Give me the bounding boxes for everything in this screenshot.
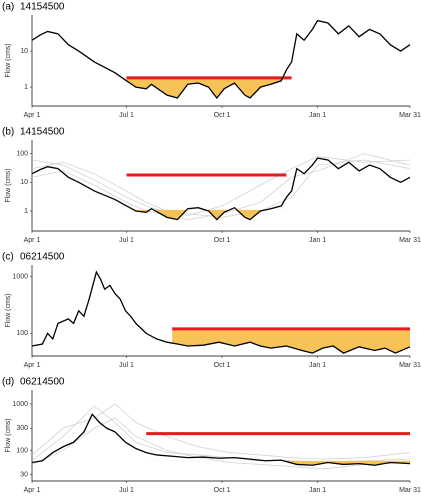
- flow-line: [31, 19, 411, 100]
- panel: (a) 14154500 Flow (cms) 1 10 Apr 1 Jul 1 Oct 1 J…: [2, 2, 421, 119]
- flow-line: [31, 157, 411, 221]
- x-tick-label: Mar 31: [399, 487, 421, 494]
- panel-title: 14154500: [20, 127, 65, 138]
- x-tick-label: Mar 31: [399, 112, 421, 119]
- panel-title: 14154500: [20, 2, 65, 13]
- flow-line: [31, 413, 411, 466]
- x-tick-label: Mar 31: [399, 362, 421, 369]
- x-tick-label: Jan 1: [309, 362, 326, 369]
- panel-title: 06214500: [20, 252, 65, 263]
- background-trace: [31, 159, 411, 218]
- x-tick-label: Oct 1: [214, 487, 231, 494]
- x-tick-label: Apr 1: [24, 237, 41, 244]
- y-tick-label: 1000: [12, 273, 28, 280]
- deficit-area: [133, 209, 266, 220]
- panel: (c) 06214500 Flow (cms) 100 1000 Apr 1 Jul 1 Oc…: [2, 252, 421, 369]
- panel: (b) 14154500 Flow (cms) 1 10 100 Apr 1 Jul 1 Oct…: [2, 127, 421, 244]
- x-tick-label: Jul 1: [119, 362, 134, 369]
- x-tick-label: Apr 1: [24, 487, 41, 494]
- panel-title: 06214500: [20, 377, 65, 388]
- panel-label: (b): [2, 127, 14, 138]
- background-trace: [31, 403, 411, 460]
- y-tick-label: 30: [20, 472, 28, 479]
- x-tick-label: Jan 1: [309, 487, 326, 494]
- flow-line: [31, 270, 411, 354]
- x-tick-label: Oct 1: [214, 237, 231, 244]
- y-tick-label: 100: [16, 330, 28, 337]
- panel-label: (c): [2, 252, 14, 263]
- x-tick-label: Jul 1: [119, 237, 134, 244]
- x-tick-label: Apr 1: [24, 362, 41, 369]
- y-axis-label: Flow (cms): [5, 43, 12, 77]
- y-tick-label: 300: [16, 425, 28, 432]
- panel-label: (d): [2, 377, 14, 388]
- x-tick-label: Jul 1: [119, 112, 134, 119]
- x-tick-label: Mar 31: [399, 237, 421, 244]
- x-tick-label: Jan 1: [309, 237, 326, 244]
- panel-label: (a): [2, 2, 14, 13]
- y-axis-label: Flow (cms): [5, 293, 12, 327]
- y-axis-label: Flow (cms): [5, 418, 12, 452]
- y-tick-label: 10: [20, 179, 28, 186]
- y-axis-label: Flow (cms): [5, 168, 12, 202]
- y-tick-label: 100: [16, 447, 28, 454]
- x-tick-label: Jan 1: [309, 112, 326, 119]
- y-tick-label: 1: [24, 208, 28, 215]
- background-trace: [31, 156, 411, 216]
- x-tick-label: Oct 1: [214, 362, 231, 369]
- y-tick-label: 10: [20, 48, 28, 55]
- x-tick-label: Jul 1: [119, 487, 134, 494]
- y-tick-label: 100: [16, 151, 28, 158]
- deficit-area: [172, 328, 410, 354]
- y-tick-label: 1: [24, 84, 28, 91]
- x-tick-label: Oct 1: [214, 112, 231, 119]
- x-tick-label: Apr 1: [24, 112, 41, 119]
- background-trace: [31, 153, 411, 221]
- panel: (d) 06214500 Flow (cms) 30 100 300 1000 Apr 1 Ju…: [2, 377, 421, 494]
- y-tick-label: 1000: [12, 401, 28, 408]
- deficit-area: [126, 77, 292, 98]
